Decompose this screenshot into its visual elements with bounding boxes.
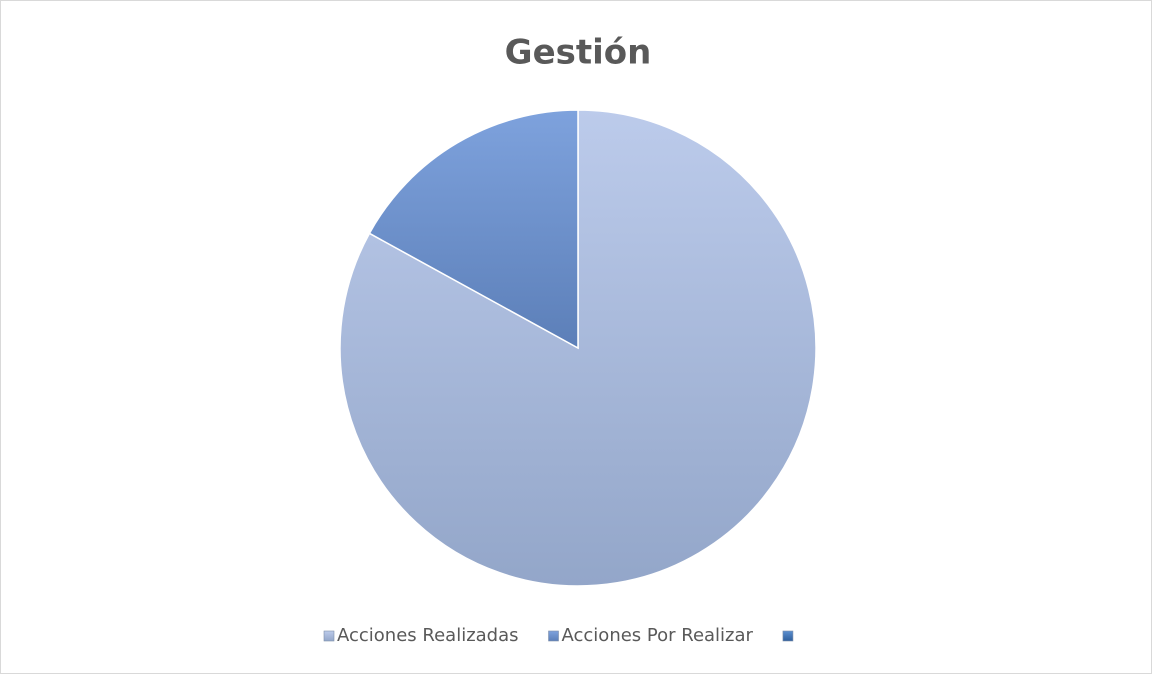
- legend-marker: [782, 630, 794, 642]
- chart-title: Gestión: [505, 33, 652, 73]
- legend-marker: [323, 630, 335, 642]
- legend-marker: [548, 630, 559, 642]
- legend-label: Acciones Realizadas: [337, 625, 519, 646]
- pie-slice: [368, 109, 579, 350]
- legend-label: Acciones Por Realizar: [562, 625, 754, 646]
